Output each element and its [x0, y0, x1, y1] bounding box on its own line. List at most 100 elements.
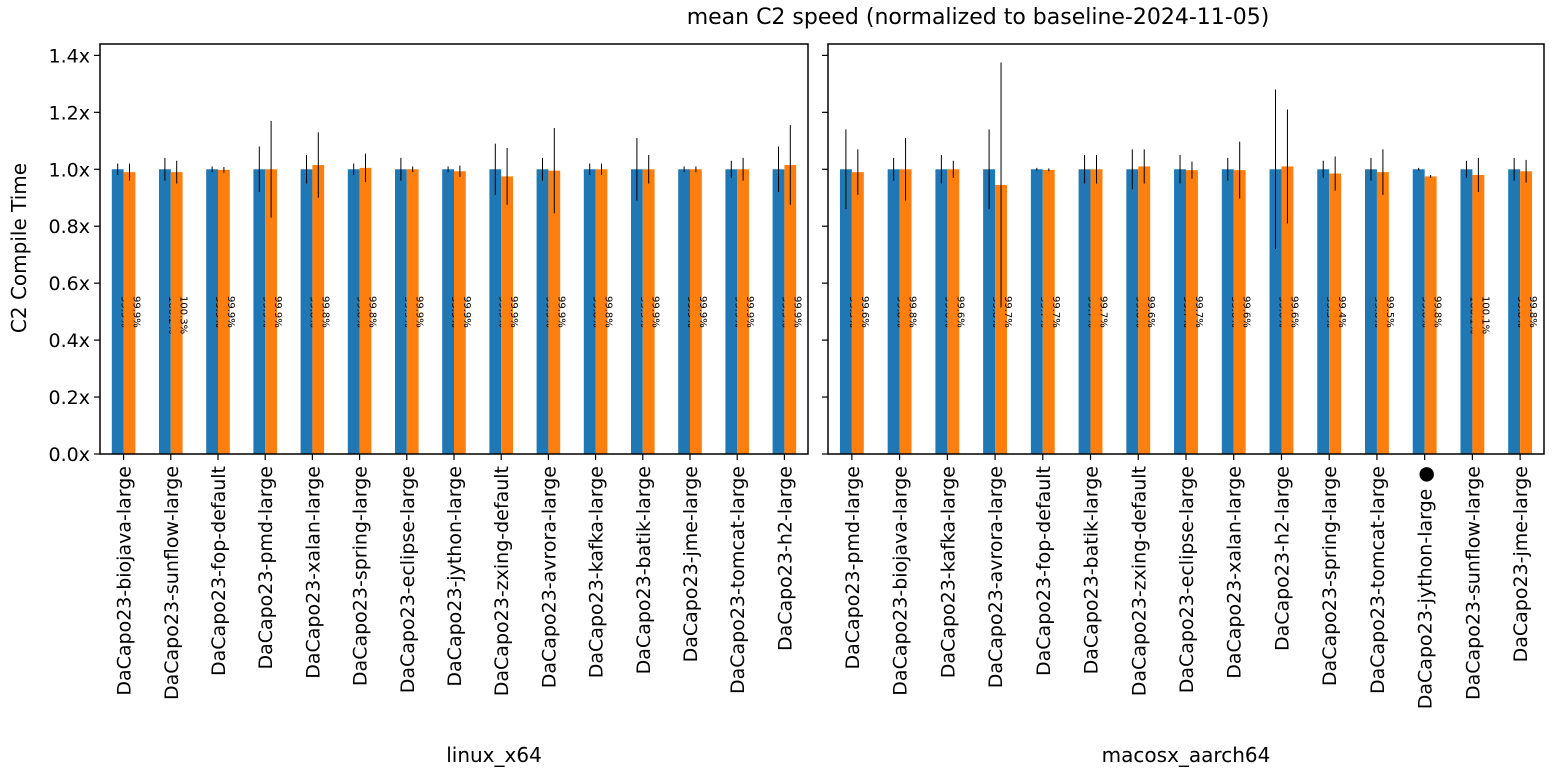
bar	[851, 172, 864, 454]
bar	[300, 169, 313, 454]
x-tick-label: DaCapo23-spring-large	[350, 466, 372, 686]
bar	[123, 172, 136, 454]
bar	[218, 169, 230, 454]
bar	[1472, 174, 1485, 454]
bar	[983, 169, 996, 454]
data-label: 100.3%	[178, 296, 189, 334]
x-tick-label: DaCapo23-eclipse-large	[1176, 466, 1198, 693]
bar	[536, 169, 549, 454]
bar	[839, 169, 852, 454]
y-tick-label: 1.0x	[49, 159, 90, 181]
x-tick-label: DaCapo23-h2-large	[1271, 466, 1293, 651]
bar	[206, 169, 218, 454]
bar	[1424, 176, 1437, 455]
axes-frame	[99, 43, 809, 455]
x-tick-label: DaCapo23-kafka-large	[937, 466, 959, 678]
bar	[1269, 169, 1282, 454]
y-tick-label: 0.8x	[49, 216, 90, 238]
bar	[1126, 169, 1139, 454]
data-label: 99.9%	[131, 296, 142, 328]
x-tick-label: DaCapo23-pmd-large	[842, 466, 864, 670]
data-label: 99.9%	[272, 296, 283, 328]
x-tick-label: DaCapo23-batik-large	[1081, 466, 1103, 674]
bar	[947, 169, 960, 454]
bar	[595, 169, 608, 454]
x-tick-label: DaCapo23-spring-large	[1319, 466, 1341, 686]
y-tick-label: 0.2x	[49, 387, 90, 409]
x-tick-label: DaCapo23-zxing-default	[1128, 466, 1150, 696]
data-label: 99.8%	[1432, 296, 1443, 328]
data-label: 99.9%	[697, 296, 708, 328]
data-label: 99.7%	[1050, 296, 1061, 328]
bar	[1233, 170, 1246, 454]
bar	[1508, 169, 1521, 454]
bar	[1090, 169, 1103, 454]
bar	[642, 169, 655, 454]
bar	[1078, 169, 1091, 454]
bar	[265, 169, 277, 454]
x-tick-label: DaCapo23-fop-default	[208, 466, 230, 676]
bar	[1042, 169, 1055, 454]
bar	[690, 169, 702, 454]
bar	[253, 169, 266, 454]
data-label: 99.8%	[367, 296, 378, 328]
bar	[1030, 169, 1043, 454]
bar	[1138, 166, 1151, 455]
x-tick-label: DaCapo23-jython-large	[444, 466, 466, 687]
data-label: 99.8%	[907, 296, 918, 328]
y-tick-label: 0.4x	[49, 330, 90, 352]
data-label: 99.9%	[555, 296, 566, 328]
bar	[887, 169, 900, 454]
data-label: 99.6%	[859, 296, 870, 328]
x-tick-label: DaCapo23-xalan-large	[1224, 466, 1246, 679]
panel-1: 99.9%99.9%DaCapo23-biojava-large100.2%10…	[49, 43, 809, 767]
data-label: 99.9%	[650, 296, 661, 328]
bar	[548, 170, 561, 454]
x-tick-label: DaCapo23-tomcat-large	[727, 466, 749, 694]
y-tick-label: 1.4x	[49, 45, 90, 67]
panel-2: 99.5% 99.6% DaCapo23-pmd-large 99.8% 99.8% Da…	[822, 43, 1545, 767]
bar	[442, 169, 454, 454]
bar	[1174, 169, 1186, 454]
data-label: 99.9%	[461, 296, 472, 328]
bar	[1365, 169, 1377, 454]
data-label: 99.8%	[1527, 296, 1538, 328]
data-label: 99.5%	[1384, 296, 1395, 328]
data-label: 99.8%	[319, 296, 330, 328]
bar	[1376, 172, 1389, 454]
x-axis-label: linux_x64	[446, 743, 542, 767]
bar	[583, 169, 596, 454]
data-label: 99.6%	[1288, 296, 1299, 328]
data-label: 100.1%	[1479, 296, 1490, 334]
data-label: 99.6%	[954, 296, 965, 328]
data-label: 99.7%	[1002, 296, 1013, 328]
axes-frame	[827, 43, 1545, 455]
bar	[395, 169, 407, 454]
x-tick-label: DaCapo23-biojava-large	[890, 466, 912, 696]
bar	[737, 169, 749, 454]
x-tick-label: DaCapo23-sunflow-large	[161, 466, 183, 700]
data-label: 99.9%	[508, 296, 519, 328]
x-tick-label: DaCapo23-tomcat-large	[1367, 466, 1389, 694]
x-tick-label: DaCapo23-fop-default	[1033, 466, 1055, 676]
x-tick-label: DaCapo23-avrora-large	[985, 466, 1007, 688]
x-tick-label: DaCapo23-zxing-default	[491, 466, 513, 696]
data-label: 99.9%	[744, 296, 755, 328]
bar	[772, 169, 785, 454]
bar	[111, 169, 124, 454]
y-tick-label: 0.6x	[49, 273, 90, 295]
bar	[1412, 169, 1425, 454]
x-tick-label: DaCapo23-pmd-large	[255, 466, 277, 670]
x-axis-label: macosx_aarch64	[1102, 743, 1271, 767]
data-label: 99.8%	[603, 296, 614, 328]
x-tick-label: DaCapo23-biojava-large	[114, 466, 136, 696]
data-label: 99.6%	[1241, 296, 1252, 328]
bar	[1317, 169, 1330, 454]
bar	[899, 169, 912, 454]
data-label: 99.4%	[1336, 296, 1347, 328]
bar	[170, 172, 183, 454]
x-tick-label: DaCapo23-jme-large	[1510, 466, 1532, 662]
y-tick-label: 0.0x	[49, 444, 90, 466]
y-axis-label: C2 Compile Time	[7, 163, 31, 333]
